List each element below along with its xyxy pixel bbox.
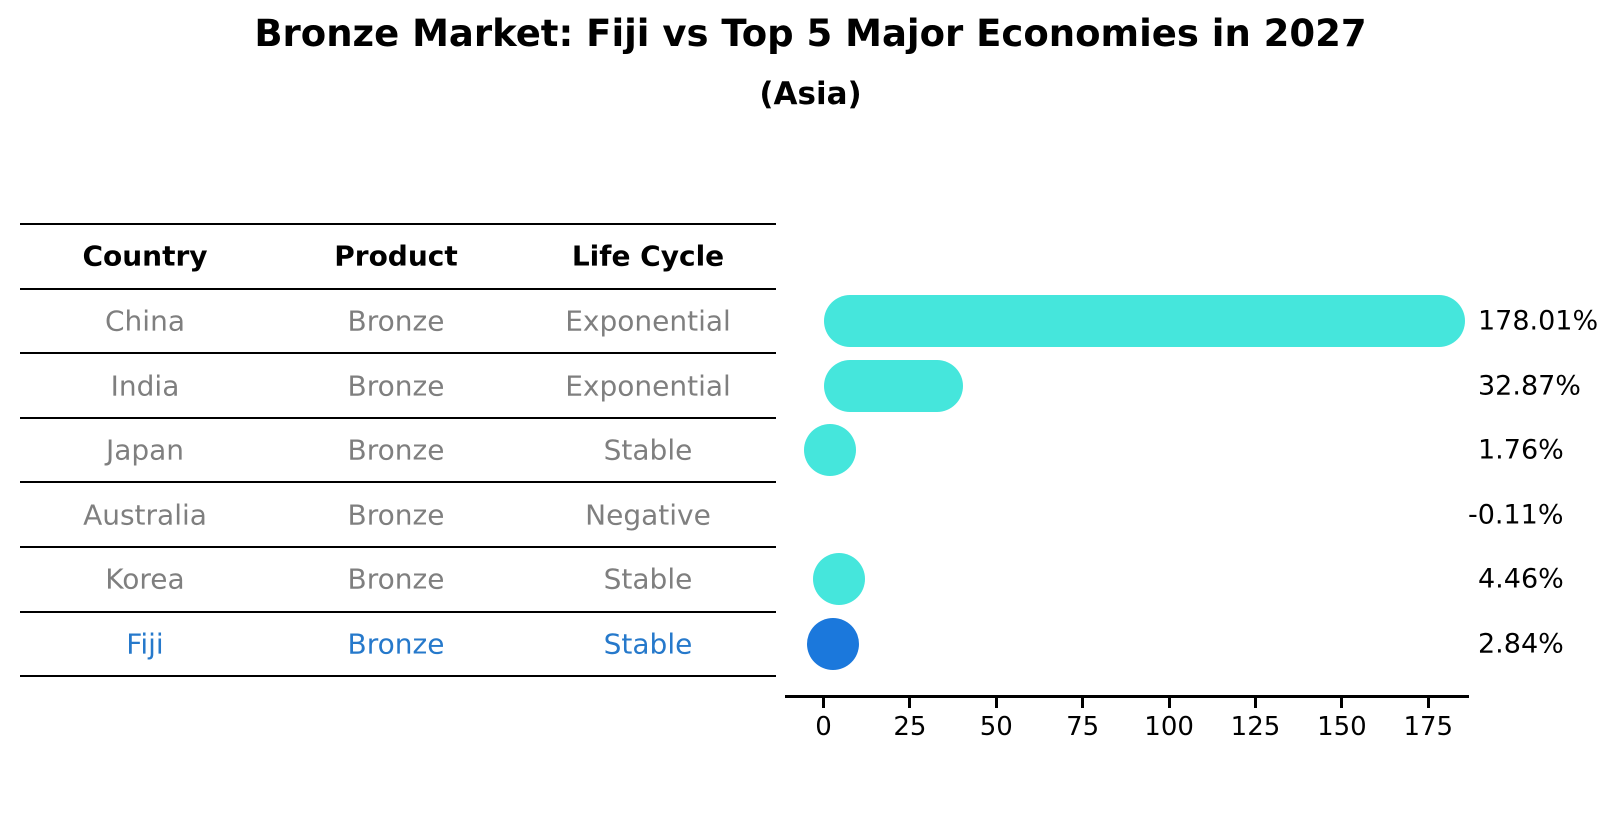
x-tick: [822, 695, 825, 708]
table-rule: [20, 675, 776, 678]
value-label-japan: 1.76%: [1478, 434, 1564, 466]
value-label-korea: 4.46%: [1478, 563, 1564, 595]
bar-korea: [812, 553, 865, 606]
table-rule: [20, 287, 776, 290]
column-header-country: Country: [82, 239, 208, 273]
table-rule: [20, 481, 776, 484]
bar-india: [823, 359, 964, 412]
bar-japan: [803, 424, 856, 477]
table-cell-japan-life-cycle: Stable: [603, 433, 693, 467]
table-cell-china-product: Bronze: [347, 304, 445, 338]
chart-subtitle: (Asia): [759, 76, 862, 112]
x-tick-label: 175: [1403, 712, 1454, 742]
table-cell-korea-country: Korea: [105, 562, 185, 596]
column-header-product: Product: [334, 239, 458, 273]
value-label-china: 178.01%: [1478, 305, 1599, 337]
table-cell-india-country: India: [110, 369, 180, 402]
x-tick: [1426, 695, 1430, 708]
table-cell-india-life-cycle: Exponential: [565, 369, 731, 402]
table-rule: [20, 416, 776, 419]
table-cell-fiji-life-cycle: Stable: [603, 627, 693, 661]
x-tick: [1340, 695, 1344, 708]
x-tick-label: 25: [893, 712, 927, 742]
table-rule: [20, 546, 776, 548]
table-cell-china-life-cycle: Exponential: [565, 304, 731, 338]
table-cell-australia-life-cycle: Negative: [585, 498, 711, 532]
table-cell-korea-life-cycle: Stable: [603, 562, 693, 596]
bar-fiji: [807, 617, 860, 670]
x-tick-label: 50: [979, 712, 1013, 742]
table-cell-japan-country: Japan: [105, 433, 185, 467]
x-tick: [908, 695, 912, 708]
table-cell-india-product: Bronze: [347, 369, 445, 402]
table-rule: [20, 610, 776, 613]
x-tick-label: 75: [1066, 712, 1100, 742]
x-axis-line: [785, 695, 1469, 698]
x-tick: [1167, 695, 1171, 708]
table-cell-australia-product: Bronze: [347, 498, 445, 532]
column-header-life-cycle: Life Cycle: [571, 239, 725, 273]
table-cell-australia-country: Australia: [83, 498, 207, 532]
value-label-fiji: 2.84%: [1478, 628, 1564, 660]
value-label-india: 32.87%: [1478, 370, 1581, 401]
x-tick: [994, 695, 998, 708]
table-cell-japan-product: Bronze: [347, 433, 445, 467]
x-tick-label: 100: [1144, 712, 1194, 742]
chart-title: Bronze Market: Fiji vs Top 5 Major Econo…: [254, 12, 1367, 55]
table-cell-fiji-product: Bronze: [347, 627, 445, 661]
table-cell-china-country: China: [105, 304, 185, 338]
x-tick-label: 0: [815, 712, 832, 742]
table-cell-fiji-country: Fiji: [126, 627, 164, 661]
x-tick-label: 125: [1230, 712, 1281, 742]
table-cell-korea-product: Bronze: [347, 562, 445, 596]
bar-china: [823, 294, 1465, 347]
table-rule: [20, 352, 776, 355]
x-tick: [1254, 695, 1257, 708]
table-rule: [20, 223, 776, 225]
value-label-australia: -0.11%: [1468, 499, 1564, 531]
x-tick: [1081, 695, 1085, 708]
x-tick-label: 150: [1317, 712, 1367, 742]
